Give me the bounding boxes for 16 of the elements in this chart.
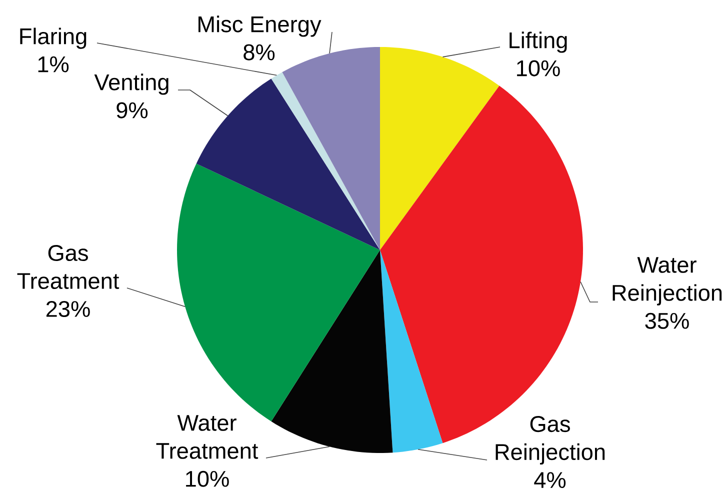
data-label: 4% — [534, 472, 566, 488]
data-label: 10% — [517, 60, 560, 76]
data-label: 10% — [186, 470, 229, 487]
data-label: 35% — [645, 312, 689, 329]
slice-label: Flaring — [20, 28, 86, 49]
slice-label: Gas Treatment — [17, 244, 120, 290]
slice-label: Venting — [94, 74, 168, 95]
slice-label: Lifting — [510, 32, 567, 53]
slice-label: Gas Reinjection — [496, 416, 605, 465]
slice-label: Water Reinjection — [612, 257, 722, 306]
data-label: 8% — [244, 44, 275, 60]
slice-label: Water Treatment — [156, 415, 258, 459]
data-label: 1% — [38, 56, 69, 72]
data-label: 23% — [46, 300, 90, 318]
slice-label: Misc Energy — [198, 16, 322, 37]
data-label: 9% — [116, 102, 148, 118]
